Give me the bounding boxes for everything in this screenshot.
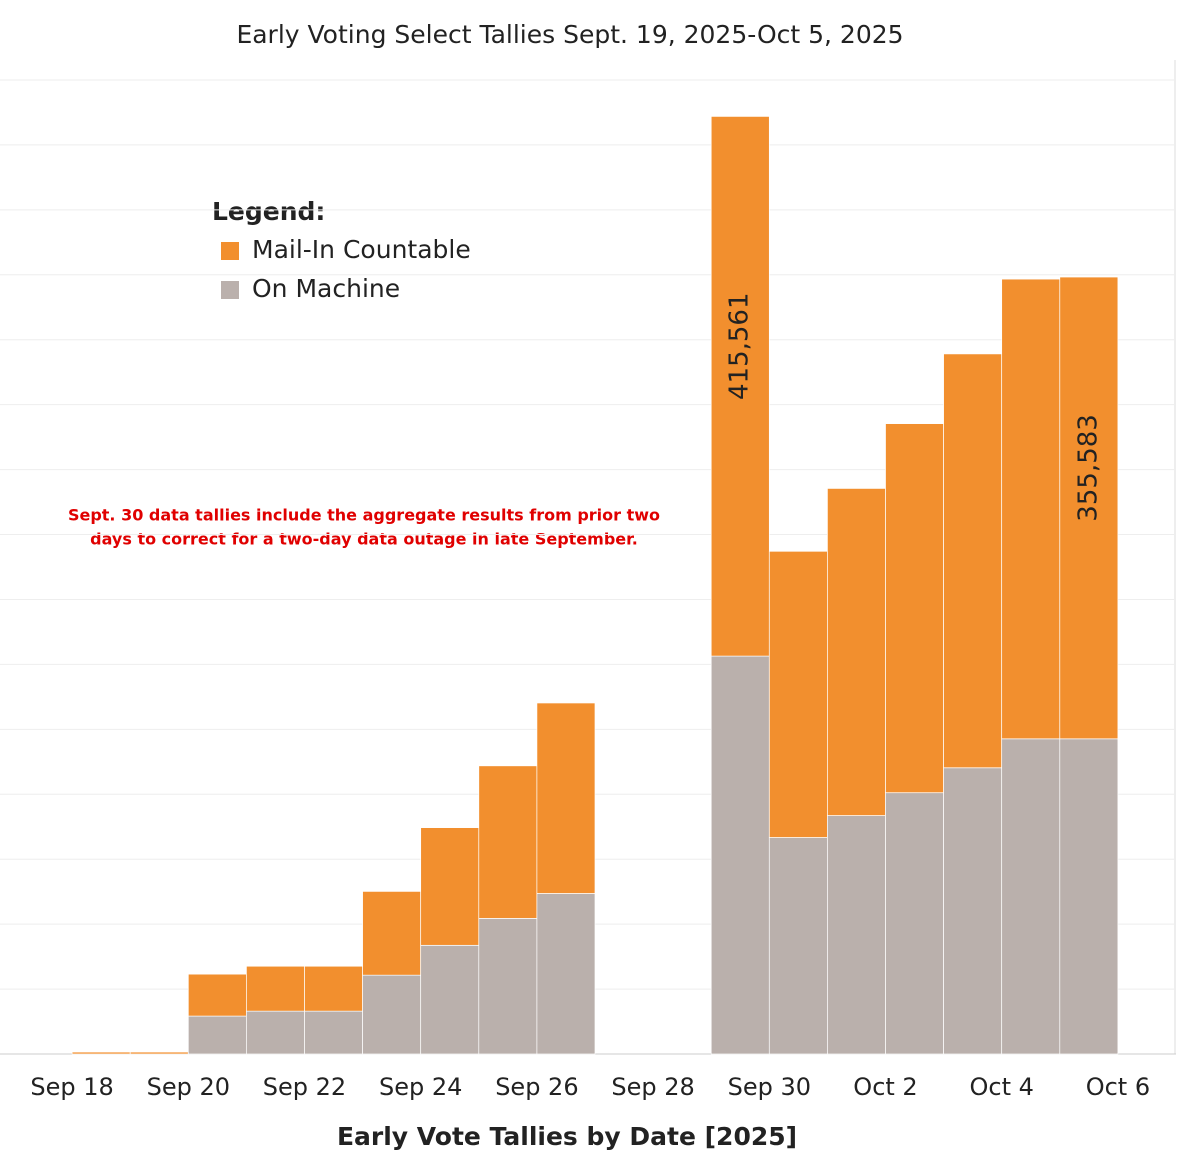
x-tick-label: Sep 30 xyxy=(728,1073,811,1101)
bar-segment xyxy=(536,702,596,894)
x-tick-label: Oct 6 xyxy=(1086,1073,1150,1101)
bar-segment xyxy=(129,1051,189,1055)
bar-segment xyxy=(420,944,480,1055)
bar-segment xyxy=(246,1010,305,1055)
bar-segment xyxy=(943,767,1003,1055)
x-axis-label: Early Vote Tallies by Date [2025] xyxy=(337,1122,797,1151)
bar-segment xyxy=(478,918,538,1055)
bar-segment xyxy=(420,827,480,946)
bar-segment xyxy=(246,965,305,1012)
bar-segment xyxy=(187,1015,247,1055)
annotation: days to correct for a two-day data outag… xyxy=(90,530,638,549)
legend-label: On Machine xyxy=(252,274,400,303)
x-tick-label: Sep 24 xyxy=(379,1073,462,1101)
bar-segment xyxy=(304,1010,363,1055)
bar-segment xyxy=(768,550,828,838)
x-tick-label: Sep 20 xyxy=(147,1073,230,1101)
x-tick-label: Sep 28 xyxy=(611,1073,694,1101)
chart-title: Early Voting Select Tallies Sept. 19, 20… xyxy=(236,20,903,49)
x-tick-label: Sep 18 xyxy=(30,1073,113,1101)
bar-segment xyxy=(768,837,828,1055)
bar-segment xyxy=(710,116,770,657)
data-label: 355,583 xyxy=(1073,414,1103,522)
bar-segment xyxy=(1059,276,1119,740)
legend-label: Mail-In Countable xyxy=(252,235,471,264)
bar-segment xyxy=(362,891,422,976)
x-tick-label: Sep 26 xyxy=(495,1073,578,1101)
data-label: 415,561 xyxy=(725,292,755,400)
bar-segment xyxy=(1001,738,1061,1055)
bar-segment xyxy=(1001,278,1061,740)
x-tick-label: Sep 22 xyxy=(263,1073,346,1101)
bar-segment xyxy=(827,815,886,1055)
bar-segment xyxy=(71,1051,131,1055)
bar-segment xyxy=(827,488,886,816)
bar-segment xyxy=(885,423,944,794)
x-tick-label: Oct 2 xyxy=(853,1073,917,1101)
bar-segment xyxy=(187,973,247,1017)
legend-swatch xyxy=(221,242,239,260)
bar-segment xyxy=(710,655,770,1055)
bar-segment xyxy=(943,353,1003,769)
x-tick-label: Oct 4 xyxy=(969,1073,1033,1101)
bar-segment xyxy=(362,974,422,1055)
bar-segment xyxy=(478,765,538,919)
bar-segment xyxy=(304,965,363,1012)
legend-title: Legend: xyxy=(212,197,325,226)
bar-segment xyxy=(885,792,944,1055)
legend-swatch xyxy=(221,281,239,299)
bar-segment xyxy=(536,893,596,1055)
bar-segment xyxy=(1059,738,1119,1055)
annotation: Sept. 30 data tallies include the aggreg… xyxy=(68,506,660,525)
